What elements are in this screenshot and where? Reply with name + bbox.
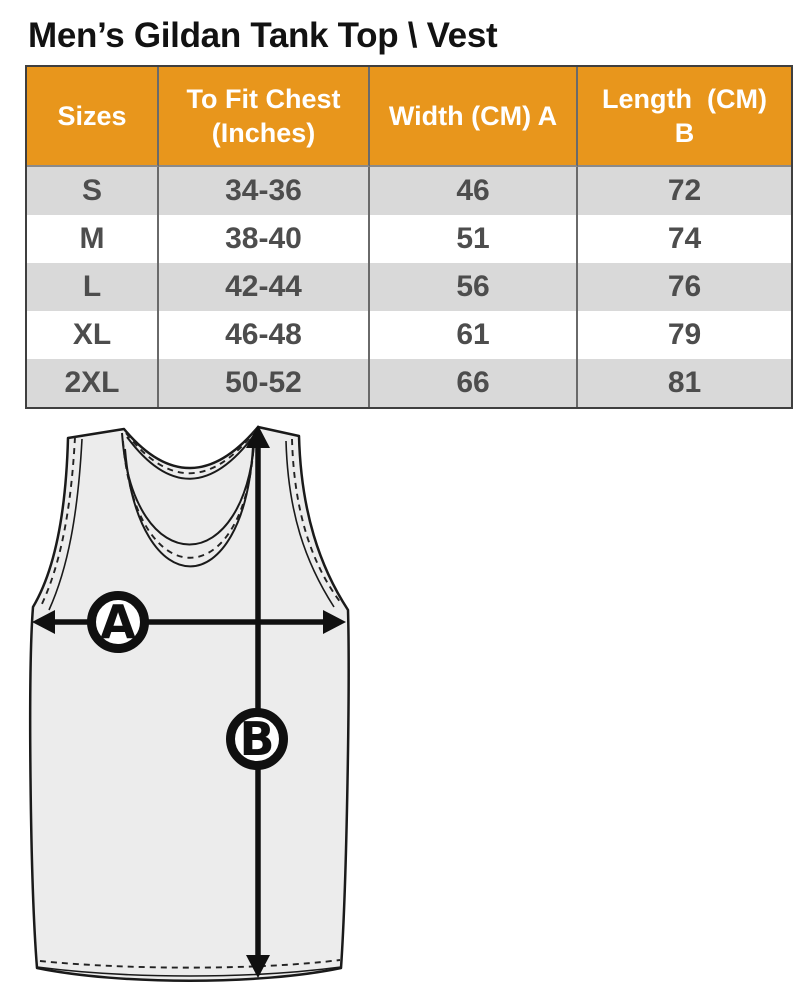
chest-cell: 46-48: [159, 311, 370, 359]
size-cell: XL: [27, 311, 159, 359]
back-neck-seam: [126, 433, 256, 480]
length-cell: 72: [578, 167, 791, 215]
left-armhole-stitch: [40, 436, 76, 607]
tank-top-outline: [28, 425, 350, 982]
width-label-badge: [87, 591, 149, 653]
length-cell: 76: [578, 263, 791, 311]
size-cell: L: [27, 263, 159, 311]
size-cell: 2XL: [27, 359, 159, 407]
column-header-chest: To Fit Chest (Inches): [159, 67, 370, 167]
length-cell: 81: [578, 359, 791, 407]
arrow-right-head: [323, 610, 346, 634]
size-cell: S: [27, 167, 159, 215]
width-arrow: A: [32, 591, 346, 653]
width-cell: 51: [370, 215, 578, 263]
front-neck-top-seam: [121, 430, 256, 546]
left-armhole-seam: [48, 438, 83, 611]
right-armhole-stitch: [291, 438, 342, 604]
back-neck-stitch: [125, 429, 257, 475]
length-cell: 79: [578, 311, 791, 359]
arrow-left-head: [32, 610, 55, 634]
tank-top-illustration: [28, 425, 350, 982]
length-label: B: [239, 712, 274, 766]
right-armhole-seam: [285, 440, 335, 608]
width-cell: 56: [370, 263, 578, 311]
chest-cell: 50-52: [159, 359, 370, 407]
arrow-up-head: [246, 425, 270, 448]
column-header-width: Width (CM) A: [370, 67, 578, 167]
arrow-down-head: [246, 955, 270, 978]
column-header-sizes: Sizes: [27, 67, 159, 167]
chest-cell: 38-40: [159, 215, 370, 263]
hem-stitch: [39, 959, 341, 969]
length-label-badge: [226, 708, 288, 770]
size-cell: M: [27, 215, 159, 263]
width-label: A: [100, 595, 136, 649]
length-arrow: B: [226, 425, 288, 978]
hem-seam: [36, 966, 342, 977]
width-cell: 46: [370, 167, 578, 215]
chest-cell: 42-44: [159, 263, 370, 311]
front-neck-bottom-seam: [124, 445, 254, 568]
page-title: Men’s Gildan Tank Top \ Vest: [28, 16, 498, 55]
width-cell: 66: [370, 359, 578, 407]
length-cell: 74: [578, 215, 791, 263]
chest-cell: 34-36: [159, 167, 370, 215]
column-header-length: Length (CM) B: [578, 67, 791, 167]
size-chart-table: Sizes To Fit Chest (Inches) Width (CM) A…: [25, 65, 793, 409]
width-cell: 61: [370, 311, 578, 359]
